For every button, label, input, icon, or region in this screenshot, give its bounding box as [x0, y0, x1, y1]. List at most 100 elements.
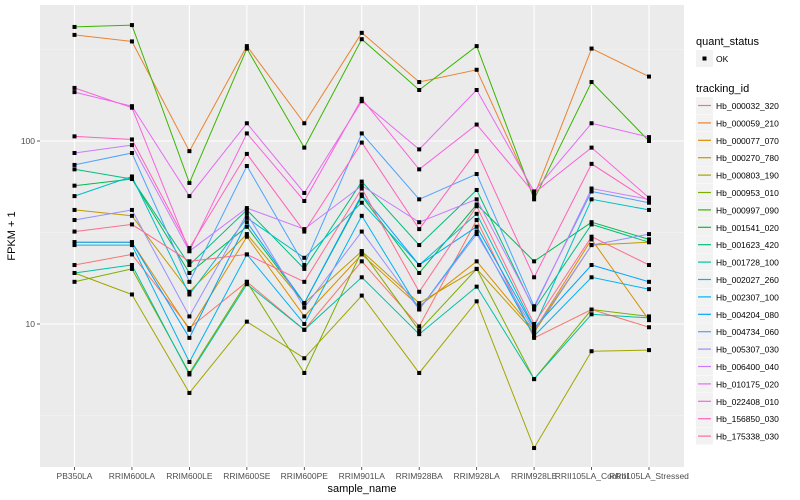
legend-label: Hb_000953_010 — [716, 188, 779, 198]
data-point — [129, 213, 134, 218]
data-point — [302, 266, 307, 271]
data-point — [72, 218, 77, 223]
data-point — [129, 240, 134, 245]
data-point — [417, 80, 422, 85]
data-point — [302, 229, 307, 234]
data-point — [72, 85, 77, 90]
data-point — [187, 246, 192, 251]
data-point — [359, 179, 364, 184]
data-point — [474, 299, 479, 304]
y-tick-label: 10 — [26, 319, 36, 329]
data-point — [359, 183, 364, 188]
data-point — [187, 259, 192, 264]
x-tick-label: RRIM928LA — [453, 471, 500, 481]
data-point — [417, 304, 422, 309]
data-point — [302, 327, 307, 332]
data-point — [474, 44, 479, 49]
legend-label: Hb_010175_020 — [716, 379, 779, 389]
data-point — [359, 229, 364, 234]
data-point — [417, 324, 422, 329]
x-tick-label: PB350LA — [57, 471, 93, 481]
data-point — [647, 287, 651, 292]
legend-label: Hb_000997_090 — [716, 205, 779, 215]
data-point — [474, 224, 479, 229]
legend-point-icon — [702, 56, 707, 61]
data-point — [244, 151, 249, 156]
data-point — [302, 370, 307, 375]
data-point — [187, 249, 192, 254]
data-point — [647, 135, 651, 140]
data-point — [647, 279, 651, 284]
legend-label: Hb_000803_190 — [716, 171, 779, 181]
data-point — [129, 292, 134, 297]
x-tick-label: RRIM600LE — [166, 471, 213, 481]
x-tick-label: RRII105LA_Control — [555, 471, 629, 481]
legend-label: Hb_004734_060 — [716, 327, 779, 337]
data-point — [589, 263, 594, 268]
data-point — [359, 99, 364, 104]
x-tick-label: RRIM901LA — [339, 471, 386, 481]
legend-label: Hb_000059_210 — [716, 118, 779, 128]
data-point — [359, 259, 364, 264]
data-point — [417, 243, 422, 248]
data-point — [302, 356, 307, 361]
data-point — [244, 220, 249, 225]
y-tick-label: 100 — [21, 136, 35, 146]
data-point — [72, 279, 77, 284]
data-point — [359, 140, 364, 145]
data-point — [129, 143, 134, 148]
data-point — [647, 74, 651, 79]
data-point — [72, 167, 77, 172]
data-point — [302, 305, 307, 310]
data-point — [244, 319, 249, 324]
data-point — [417, 227, 422, 232]
data-point — [129, 137, 134, 142]
data-point — [129, 252, 134, 257]
data-point — [187, 279, 192, 284]
data-point — [532, 190, 537, 195]
legend-color-title: tracking_id — [696, 83, 749, 95]
legend-label: Hb_156850_030 — [716, 414, 779, 424]
y-axis-label: FPKM + 1 — [6, 211, 18, 260]
data-point — [302, 322, 307, 326]
data-point — [302, 314, 307, 319]
data-point — [647, 318, 651, 323]
data-point — [532, 326, 537, 331]
data-point — [647, 207, 651, 212]
data-point — [302, 199, 307, 204]
data-point — [72, 229, 77, 234]
data-point — [72, 32, 77, 37]
x-tick-label: RRII105LA_Stressed — [609, 471, 689, 481]
data-point — [187, 390, 192, 395]
data-point — [589, 222, 594, 227]
data-point — [187, 314, 192, 319]
data-point — [302, 255, 307, 260]
data-point — [359, 200, 364, 205]
data-point — [244, 252, 249, 257]
legend-label: Hb_006400_040 — [716, 362, 779, 372]
data-point — [187, 263, 192, 268]
data-point — [129, 263, 134, 268]
data-point — [359, 131, 364, 136]
x-axis-label: sample_name — [327, 483, 396, 495]
legend-label: Hb_001623_420 — [716, 240, 779, 250]
data-point — [244, 121, 249, 126]
data-point — [187, 327, 192, 332]
y-axis: 10 100 — [21, 136, 40, 329]
data-point — [359, 96, 364, 101]
data-point — [244, 211, 249, 216]
data-point — [417, 328, 422, 333]
data-point — [474, 211, 479, 216]
data-point — [417, 289, 422, 294]
data-point — [187, 180, 192, 185]
data-point — [129, 150, 134, 155]
data-point — [532, 306, 537, 311]
data-point — [474, 87, 479, 92]
data-point — [244, 44, 249, 49]
data-point — [589, 121, 594, 126]
data-point — [72, 90, 77, 95]
data-point — [647, 139, 651, 143]
data-point — [187, 289, 192, 294]
data-point — [532, 328, 537, 333]
